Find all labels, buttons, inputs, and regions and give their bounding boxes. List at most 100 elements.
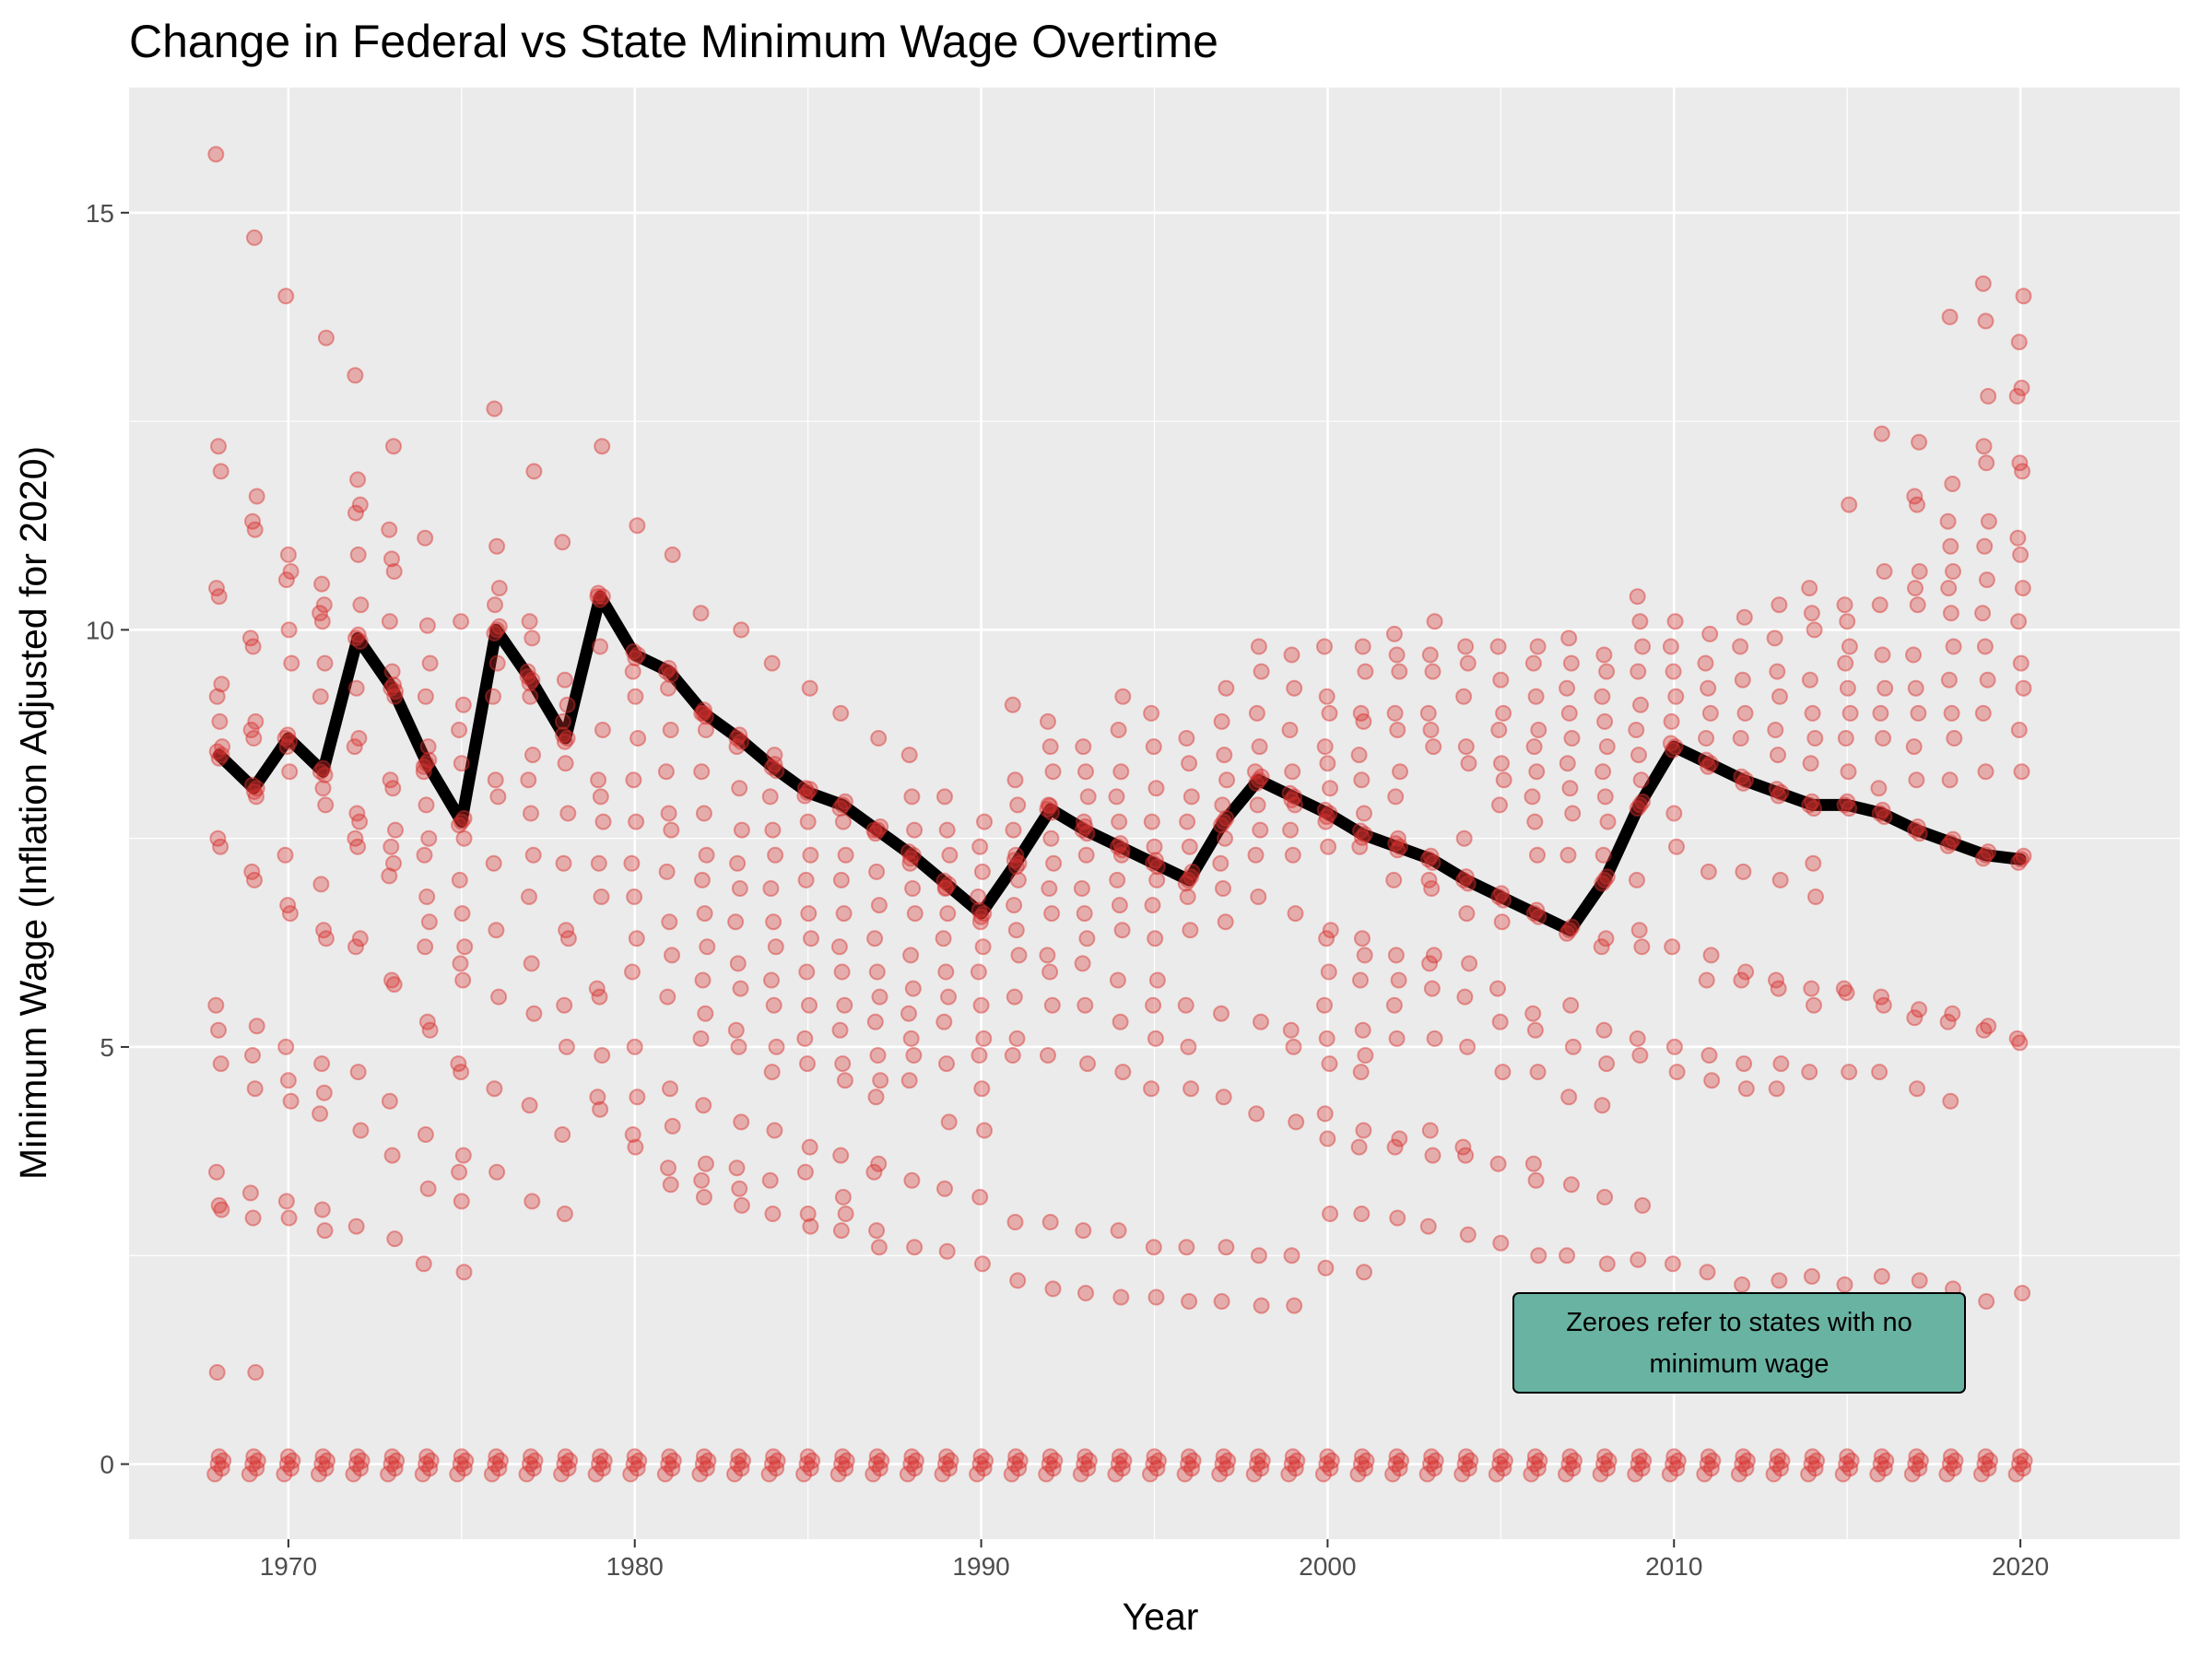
state-wage-point xyxy=(1146,1448,1163,1465)
state-wage-point xyxy=(1976,537,1994,555)
state-wage-point xyxy=(381,867,398,885)
y-tick-label: 0 xyxy=(100,1451,114,1479)
state-wage-point xyxy=(421,654,439,672)
state-wage-point xyxy=(1734,671,1751,688)
state-wage-point xyxy=(1594,763,1612,781)
state-wage-point xyxy=(2015,679,2032,697)
state-wage-point xyxy=(1563,918,1581,935)
state-wage-point xyxy=(1147,852,1164,869)
state-wage-point xyxy=(1077,1285,1094,1301)
state-wage-point xyxy=(1147,930,1164,947)
state-wage-point xyxy=(1594,1097,1611,1114)
state-wage-point xyxy=(1870,780,1888,797)
state-wage-point xyxy=(1282,821,1300,839)
state-wage-point xyxy=(1177,996,1194,1014)
state-wage-point xyxy=(453,905,471,923)
state-wage-point xyxy=(1114,1064,1132,1081)
state-wage-point xyxy=(906,905,924,923)
state-wage-point xyxy=(1247,846,1265,864)
state-wage-point xyxy=(903,1171,921,1189)
state-wage-point xyxy=(657,763,675,781)
state-wage-point xyxy=(936,1180,953,1197)
state-wage-point xyxy=(935,1013,953,1030)
state-wage-point xyxy=(1910,704,1927,722)
state-wage-point xyxy=(451,722,468,738)
y-tick-label: 10 xyxy=(86,616,114,644)
state-wage-point xyxy=(1145,1455,1162,1473)
state-wage-point xyxy=(831,1021,849,1039)
state-wage-point xyxy=(524,846,542,864)
state-wage-point xyxy=(1769,663,1786,680)
state-wage-point xyxy=(282,563,300,580)
state-wage-point xyxy=(1074,955,1091,972)
state-wage-point xyxy=(1318,1455,1335,1473)
state-wage-point xyxy=(2013,379,2030,396)
state-wage-point xyxy=(1980,512,1997,530)
state-wage-point xyxy=(624,1126,641,1143)
state-wage-point xyxy=(906,1460,924,1477)
state-wage-point xyxy=(1076,905,1093,923)
x-tick-label: 1980 xyxy=(606,1552,664,1581)
state-wage-point xyxy=(1941,771,1959,789)
state-wage-point xyxy=(1600,1452,1618,1469)
state-wage-point xyxy=(727,1021,745,1039)
state-wage-point xyxy=(971,1188,989,1206)
state-wage-point xyxy=(1495,771,1512,789)
state-wage-point xyxy=(1942,605,1959,622)
state-wage-point xyxy=(731,1180,748,1197)
state-wage-point xyxy=(1286,1297,1303,1314)
state-wage-point xyxy=(1076,1455,1093,1473)
state-wage-point xyxy=(1907,1455,1924,1473)
state-wage-point xyxy=(940,876,957,893)
state-wage-point xyxy=(1667,688,1685,705)
state-wage-point xyxy=(727,913,745,931)
state-wage-point xyxy=(731,780,748,797)
state-wage-point xyxy=(1701,755,1719,772)
state-wage-point xyxy=(1525,1455,1543,1473)
state-wage-point xyxy=(212,838,229,855)
state-wage-point xyxy=(279,897,297,914)
state-wage-point xyxy=(768,762,785,780)
state-wage-point xyxy=(729,1455,747,1473)
state-wage-point xyxy=(209,1455,227,1473)
state-wage-point xyxy=(1041,1448,1059,1465)
state-wage-point xyxy=(1351,838,1369,855)
state-wage-point xyxy=(1352,971,1369,989)
state-wage-point xyxy=(244,512,261,530)
state-wage-point xyxy=(1598,1055,1616,1073)
state-wage-point xyxy=(1876,808,1893,826)
state-wage-point xyxy=(1218,1239,1235,1256)
state-wage-point xyxy=(1321,1055,1338,1073)
state-wage-point xyxy=(1006,897,1023,914)
state-wage-point xyxy=(1420,871,1438,888)
state-wage-point xyxy=(1494,1064,1512,1081)
state-wage-point xyxy=(660,805,677,822)
state-wage-point xyxy=(1944,1005,1961,1022)
state-wage-point xyxy=(2008,387,2026,405)
state-wage-point xyxy=(1770,787,1787,805)
state-wage-point xyxy=(903,1448,921,1465)
state-wage-point xyxy=(1458,905,1476,923)
state-wage-point xyxy=(382,679,400,697)
state-wage-point xyxy=(556,671,573,688)
state-wage-point xyxy=(1110,1455,1127,1473)
state-wage-point xyxy=(1768,781,1785,798)
state-wage-point xyxy=(1631,613,1649,630)
state-wage-point xyxy=(1803,793,1820,810)
state-wage-point xyxy=(1455,688,1473,705)
state-wage-point xyxy=(1145,738,1162,756)
state-wage-point xyxy=(1733,768,1750,785)
state-wage-point xyxy=(1524,788,1541,806)
state-wage-point xyxy=(1877,679,1894,697)
state-wage-point xyxy=(247,1364,265,1381)
state-wage-point xyxy=(386,688,404,705)
state-wage-point xyxy=(418,617,436,634)
state-wage-point xyxy=(1489,1155,1507,1172)
state-wage-point xyxy=(1661,1465,1678,1483)
state-wage-point xyxy=(314,1448,332,1465)
state-wage-point xyxy=(418,755,435,772)
state-wage-point xyxy=(1668,838,1685,855)
state-wage-point xyxy=(1873,1267,1890,1285)
state-wage-point xyxy=(1698,971,1715,989)
state-wage-point xyxy=(1283,1455,1300,1473)
